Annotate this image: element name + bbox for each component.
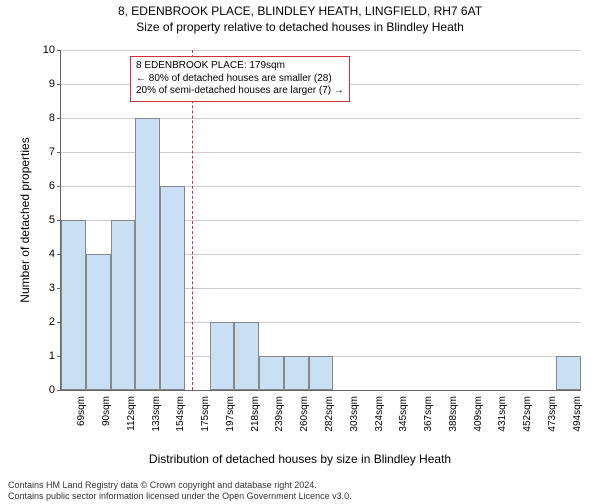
- footer-line1: Contains HM Land Registry data © Crown c…: [8, 480, 352, 491]
- y-axis-label: Number of detached properties: [18, 137, 32, 302]
- chart-subtitle: Size of property relative to detached ho…: [0, 20, 600, 34]
- y-tick-label: 1: [35, 350, 55, 362]
- bar: [111, 220, 136, 390]
- y-tick-label: 3: [35, 282, 55, 294]
- x-tick-label: 282sqm: [324, 396, 335, 432]
- y-tick-label: 10: [35, 44, 55, 56]
- y-tick-label: 0: [35, 384, 55, 396]
- annotation-line2: ← 80% of detached houses are smaller (28…: [136, 73, 344, 86]
- bar: [86, 254, 111, 390]
- y-tick-label: 2: [35, 316, 55, 328]
- x-tick-label: 69sqm: [76, 396, 87, 426]
- annotation-line1: 8 EDENBROOK PLACE: 179sqm: [136, 60, 344, 73]
- x-tick-label: 452sqm: [522, 396, 533, 432]
- bar: [284, 356, 309, 390]
- y-tick-label: 7: [35, 146, 55, 158]
- bar: [234, 322, 259, 390]
- x-tick-label: 388sqm: [448, 396, 459, 432]
- y-tick-mark: [57, 152, 61, 153]
- x-tick-label: 218sqm: [250, 396, 261, 432]
- x-tick-label: 260sqm: [299, 396, 310, 432]
- footer-line2: Contains public sector information licen…: [8, 491, 352, 502]
- x-tick-label: 431sqm: [497, 396, 508, 432]
- y-tick-mark: [57, 84, 61, 85]
- footer-attribution: Contains HM Land Registry data © Crown c…: [8, 480, 352, 503]
- gridline: [61, 50, 581, 51]
- x-tick-label: 494sqm: [572, 396, 583, 432]
- bar: [210, 322, 235, 390]
- x-tick-label: 345sqm: [398, 396, 409, 432]
- bar: [556, 356, 581, 390]
- bar: [160, 186, 185, 390]
- x-tick-label: 367sqm: [423, 396, 434, 432]
- y-tick-mark: [57, 50, 61, 51]
- y-tick-label: 6: [35, 180, 55, 192]
- chart-title-address: 8, EDENBROOK PLACE, BLINDLEY HEATH, LING…: [0, 4, 600, 18]
- y-tick-label: 5: [35, 214, 55, 226]
- x-tick-label: 90sqm: [101, 396, 112, 426]
- y-tick-mark: [57, 118, 61, 119]
- x-tick-label: 324sqm: [374, 396, 385, 432]
- x-tick-label: 197sqm: [225, 396, 236, 432]
- x-tick-label: 473sqm: [547, 396, 558, 432]
- x-axis-label: Distribution of detached houses by size …: [0, 452, 600, 466]
- x-tick-label: 154sqm: [175, 396, 186, 432]
- bar: [309, 356, 334, 390]
- x-tick-label: 112sqm: [126, 396, 137, 431]
- y-tick-label: 8: [35, 112, 55, 124]
- y-tick-label: 9: [35, 78, 55, 90]
- chart-area: 01234567891069sqm90sqm112sqm133sqm154sqm…: [60, 50, 580, 390]
- x-tick-label: 303sqm: [349, 396, 360, 432]
- annotation-line3: 20% of semi-detached houses are larger (…: [136, 85, 344, 98]
- annotation-box: 8 EDENBROOK PLACE: 179sqm ← 80% of detac…: [130, 56, 350, 102]
- bar: [135, 118, 160, 390]
- x-tick-label: 409sqm: [473, 396, 484, 432]
- bar: [61, 220, 86, 390]
- y-tick-mark: [57, 390, 61, 391]
- y-tick-mark: [57, 186, 61, 187]
- x-tick-label: 133sqm: [151, 396, 162, 432]
- x-tick-label: 239sqm: [274, 396, 285, 432]
- chart-container: 8, EDENBROOK PLACE, BLINDLEY HEATH, LING…: [0, 4, 600, 504]
- y-tick-label: 4: [35, 248, 55, 260]
- bar: [259, 356, 284, 390]
- x-tick-label: 175sqm: [200, 396, 211, 432]
